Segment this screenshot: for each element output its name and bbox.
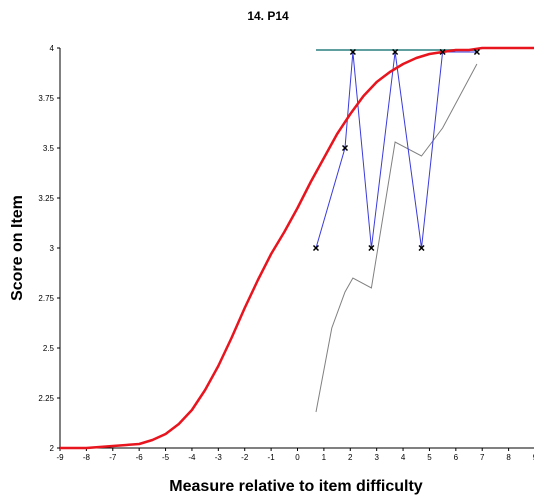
- empirical-point-marker: [368, 244, 375, 252]
- y-tick-label: 3.75: [38, 94, 54, 103]
- x-tick-label: 4: [401, 453, 406, 462]
- y-tick-label: 4: [50, 44, 55, 53]
- y-tick-label: 3.25: [38, 194, 54, 203]
- empirical-point-marker: [341, 144, 349, 152]
- series-layer: [60, 46, 534, 450]
- y-tick-label: 2.25: [38, 394, 54, 403]
- x-tick-label: -8: [83, 453, 91, 462]
- y-tick-label: 2.75: [38, 294, 54, 303]
- x-tick-label: 2: [348, 453, 353, 462]
- y-tick-label: 3.5: [43, 144, 55, 153]
- empirical-point-marker: [349, 48, 356, 56]
- x-tick-label: 3: [374, 453, 379, 462]
- y-axis-label: Score on Item: [9, 195, 26, 301]
- x-tick-label: -4: [188, 453, 196, 462]
- lower-band-line: [315, 63, 478, 413]
- x-tick-label: 5: [427, 453, 432, 462]
- x-axis-label: Measure relative to item difficulty: [169, 478, 423, 495]
- x-tick-label: 7: [480, 453, 485, 462]
- plot-area: -9 -8 -7 -6 -5 -4 -3 -2 -1 0 1 2 3 4 5 6 7 8 9 2 2.25 2.5 2.75…: [38, 44, 534, 462]
- x-tick-label: 6: [454, 453, 459, 462]
- x-tick-label: -5: [162, 453, 170, 462]
- y-tick-label: 2: [50, 444, 55, 453]
- x-tick-label: -3: [215, 453, 223, 462]
- y-tick-label: 2.5: [43, 344, 55, 353]
- empirical-point-marker: [418, 244, 425, 252]
- empirical-point-marker: [392, 48, 399, 56]
- x-tick-label: -7: [109, 453, 117, 462]
- x-tick-label: 0: [295, 453, 300, 462]
- empirical-point-marker: [439, 48, 446, 56]
- empirical-line: [315, 51, 477, 249]
- x-tick-label: 1: [322, 453, 327, 462]
- x-tick-label: -2: [241, 453, 249, 462]
- x-tick-label: -9: [56, 453, 64, 462]
- axis-ticks: -9 -8 -7 -6 -5 -4 -3 -2 -1 0 1 2 3 4 5 6 7 8 9 2 2.25 2.5 2.75…: [38, 44, 534, 462]
- empirical-point-marker: [312, 244, 320, 252]
- x-tick-label: 8: [506, 453, 511, 462]
- empirical-point-marker: [473, 48, 480, 56]
- x-tick-label: -6: [136, 453, 144, 462]
- chart-title: 14. P14: [247, 9, 289, 23]
- x-tick-label: -1: [268, 453, 276, 462]
- y-tick-label: 3: [50, 244, 55, 253]
- expected-score-curve: [60, 46, 534, 450]
- x-tick-label: 9: [533, 453, 534, 462]
